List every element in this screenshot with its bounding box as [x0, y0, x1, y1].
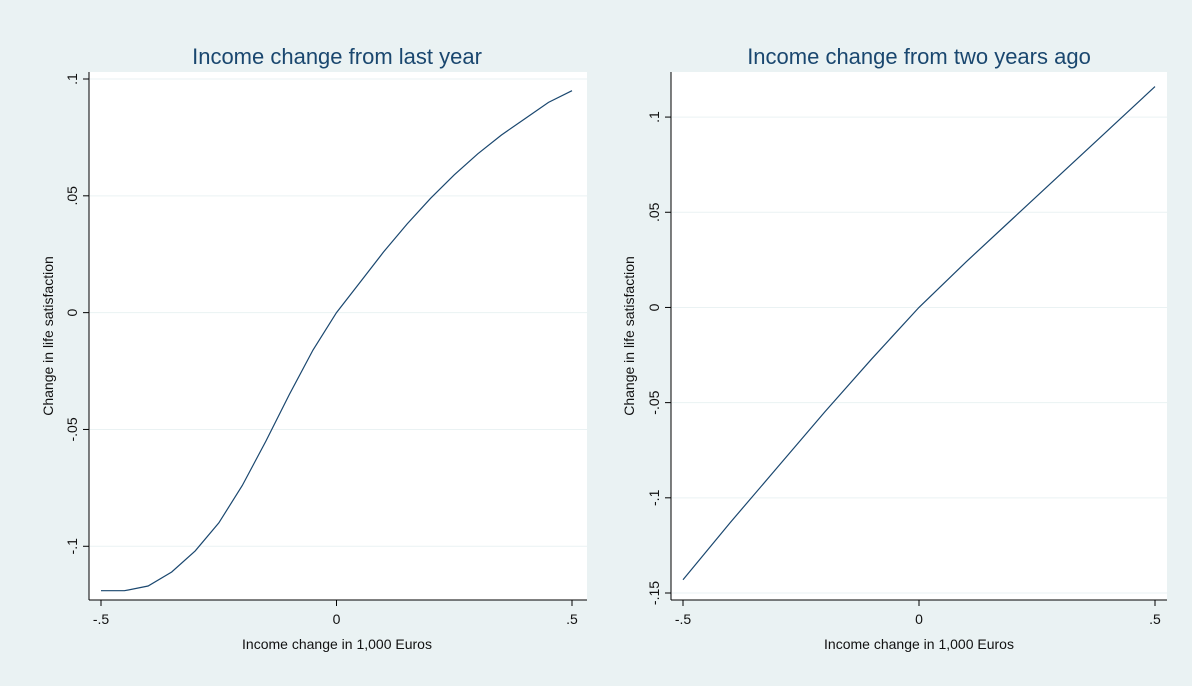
y-tick-label: -.1 — [646, 489, 662, 506]
x-axis-label: Income change in 1,000 Euros — [242, 636, 432, 652]
y-tick-label: .05 — [646, 202, 662, 222]
x-ticks: -.5 0 .5 — [93, 600, 578, 627]
x-tick-label: .5 — [1149, 611, 1161, 627]
chart-title: Income change from last year — [192, 44, 482, 69]
series-group — [101, 90, 573, 592]
series-group — [682, 86, 1156, 581]
plot-area — [671, 72, 1167, 600]
chart-panel-right: -.15 -.1 -.05 0 .05 .1 -.5 0 .5 Income change f… — [598, 6, 1185, 686]
y-axis-label: Change in life satisfaction — [621, 256, 637, 416]
x-tick-label: .5 — [566, 611, 578, 627]
x-tick-label: -.5 — [93, 611, 110, 627]
y-tick-label: -.05 — [646, 390, 662, 414]
chart-panel-left: -.1 -.05 0 .05 .1 -.5 0 .5 Income change from … — [7, 6, 589, 686]
y-tick-label: -.1 — [64, 538, 80, 555]
y-tick-label: .1 — [646, 111, 662, 123]
y-ticks: -.1 -.05 0 .05 .1 — [64, 73, 89, 554]
y-tick-label: -.15 — [646, 581, 662, 605]
grid-lines — [672, 116, 1170, 594]
y-tick-label: -.05 — [64, 417, 80, 441]
y-tick-label: .05 — [64, 186, 80, 206]
y-tick-label: 0 — [64, 309, 80, 317]
chart-title: Income change from two years ago — [747, 44, 1091, 69]
x-tick-label: -.5 — [675, 611, 692, 627]
y-tick-label: .1 — [64, 73, 80, 85]
y-axis-label: Change in life satisfaction — [40, 256, 56, 416]
x-tick-label: 0 — [915, 611, 923, 627]
x-tick-label: 0 — [333, 611, 341, 627]
grid-lines — [90, 78, 587, 547]
x-axis-label: Income change in 1,000 Euros — [824, 636, 1014, 652]
y-ticks: -.15 -.1 -.05 0 .05 .1 — [646, 111, 671, 605]
x-ticks: -.5 0 .5 — [675, 600, 1161, 627]
y-tick-label: 0 — [646, 303, 662, 311]
series-line — [682, 86, 1156, 581]
series-line — [101, 90, 573, 592]
plot-area — [89, 72, 587, 600]
